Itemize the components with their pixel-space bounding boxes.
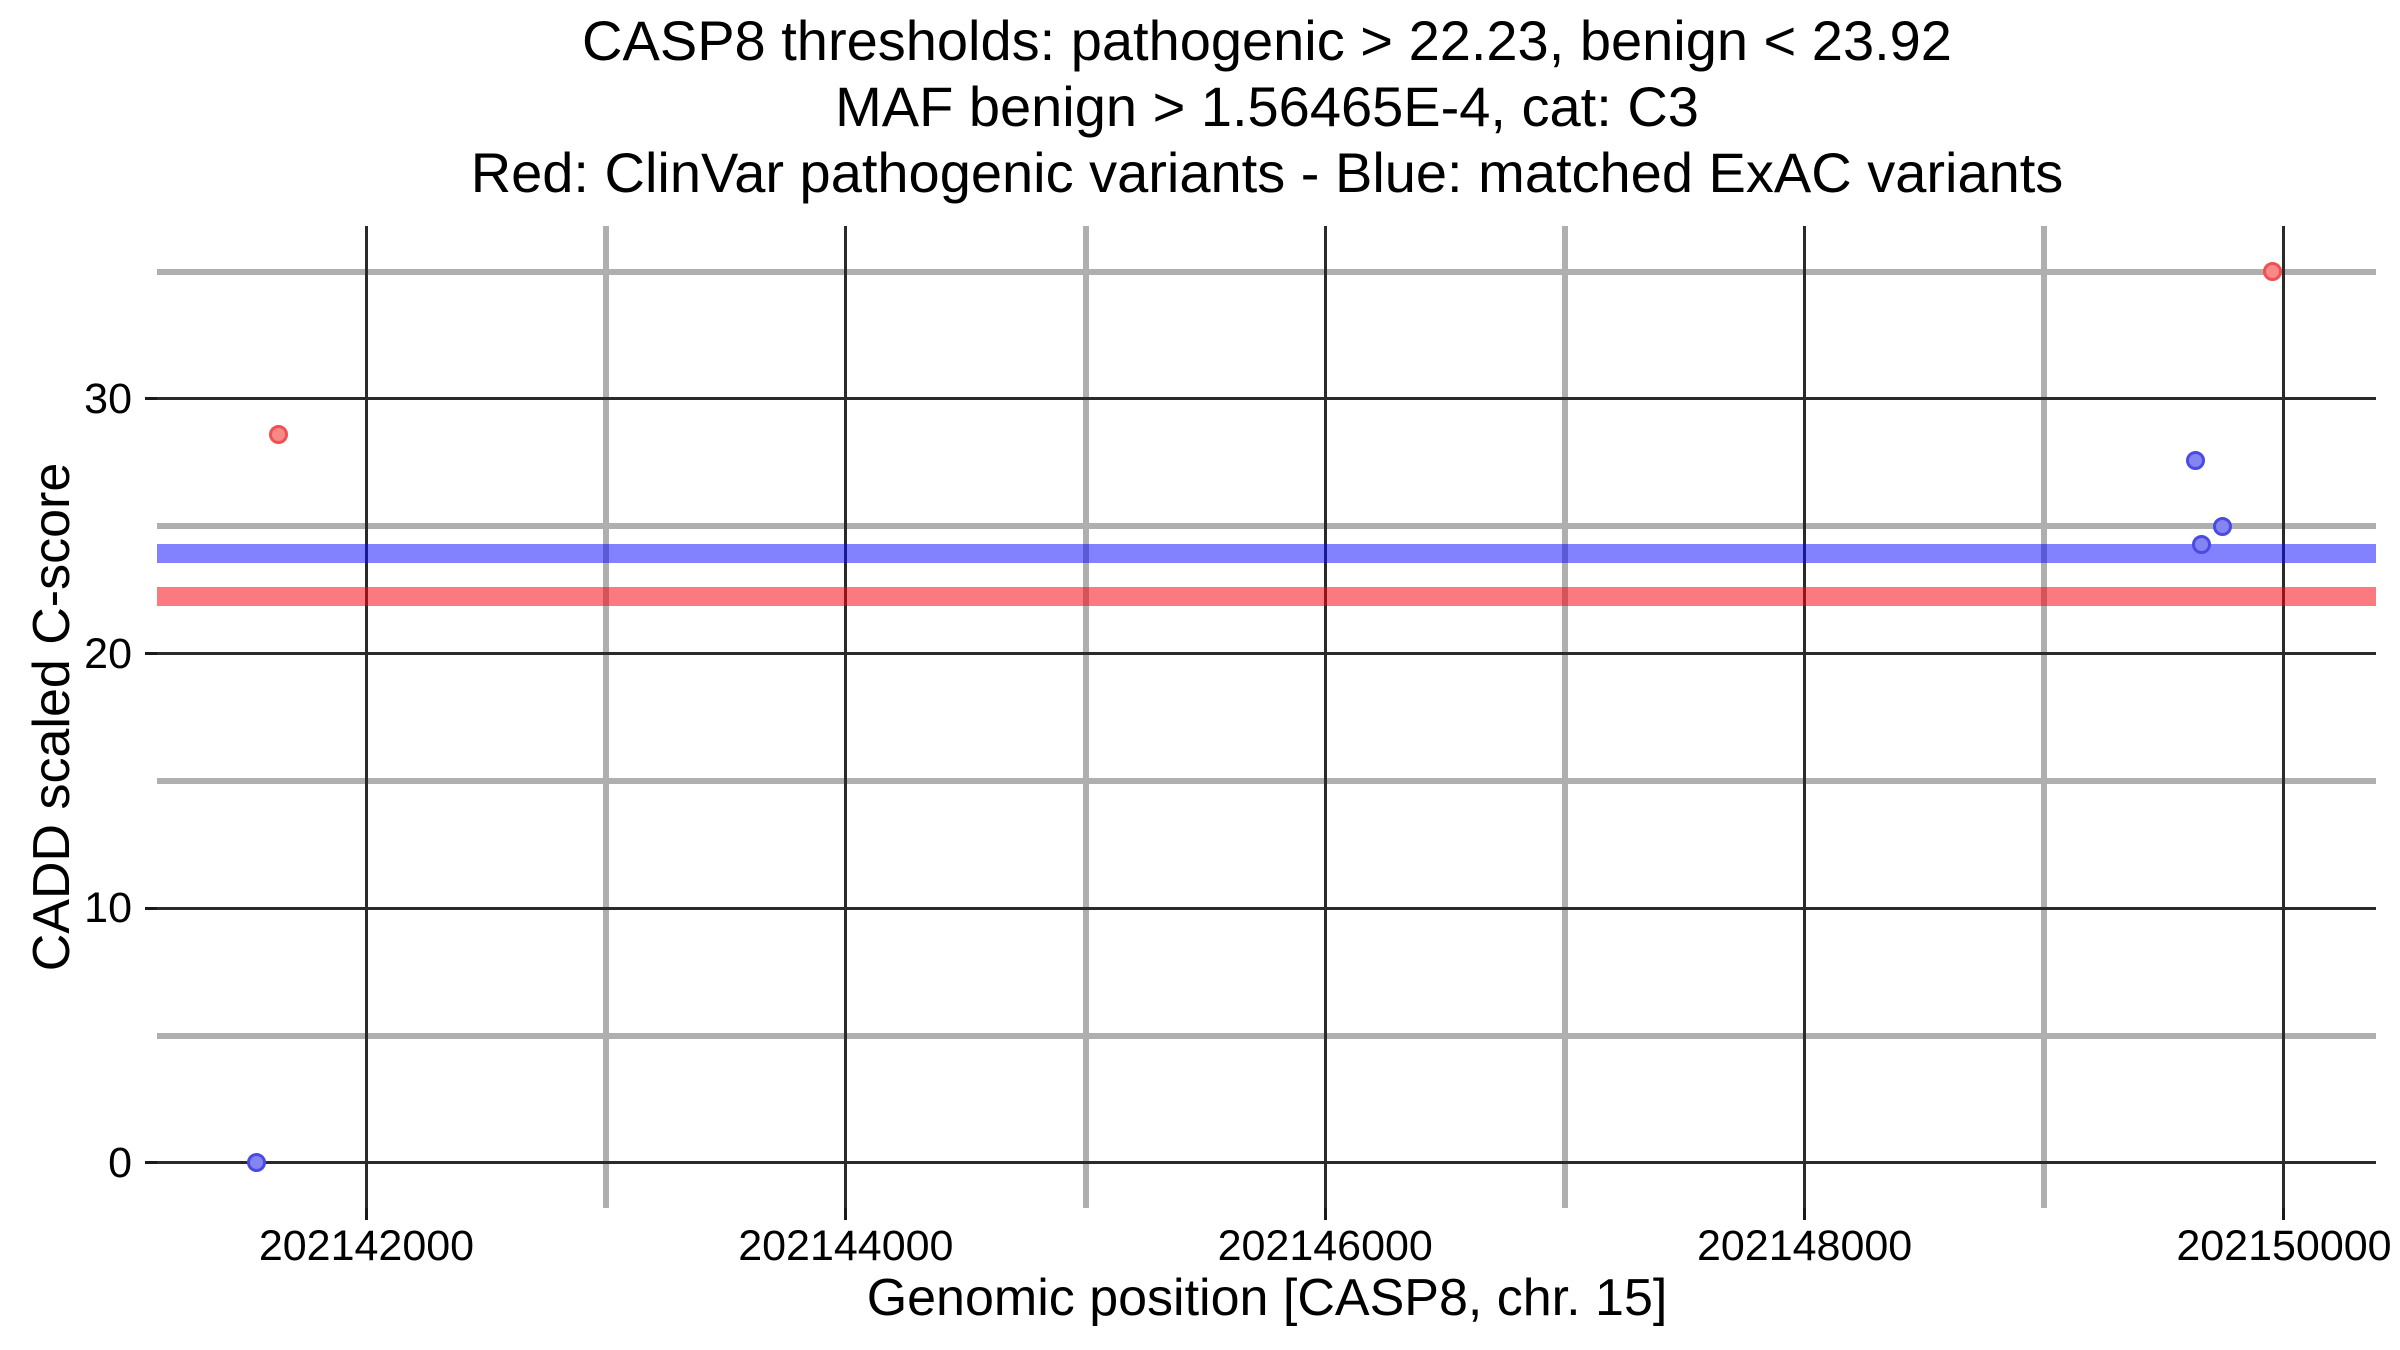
x-axis-tick-label: 202150000 — [2176, 1222, 2392, 1270]
gridline-minor-vertical — [2041, 226, 2048, 1208]
x-axis-tick — [1803, 1208, 1807, 1220]
data-point-red — [2263, 262, 2283, 282]
y-axis-tick-label: 10 — [84, 884, 132, 933]
gridline-minor-horizontal — [157, 1032, 2376, 1039]
gridline-major-vertical — [844, 226, 848, 1208]
plot-panel — [157, 226, 2376, 1208]
gridline-major-horizontal — [157, 1161, 2376, 1165]
y-axis-tick-label: 20 — [84, 629, 132, 678]
plot-title-line-3: Red: ClinVar pathogenic variants - Blue:… — [470, 141, 2064, 204]
x-axis-tick-label: 202144000 — [738, 1222, 954, 1270]
x-axis-tick — [364, 1208, 368, 1220]
gridline-major-vertical — [2282, 226, 2286, 1208]
data-point-blue — [2191, 534, 2211, 554]
pathogenic-threshold-band — [157, 587, 2376, 607]
x-axis-tick-label: 202146000 — [1217, 1222, 1433, 1270]
gridline-major-horizontal — [157, 652, 2376, 656]
gridline-minor-vertical — [1561, 226, 1568, 1208]
gridline-major-vertical — [1323, 226, 1327, 1208]
x-axis-tick — [1323, 1208, 1327, 1220]
x-axis-tick — [2282, 1208, 2286, 1220]
benign-threshold-band — [157, 544, 2376, 564]
gridline-major-vertical — [1803, 226, 1807, 1208]
y-axis-tick — [145, 906, 157, 910]
y-axis-tick — [145, 1161, 157, 1165]
gridline-major-horizontal — [157, 906, 2376, 910]
x-axis-title: Genomic position [CASP8, chr. 15] — [866, 1269, 1668, 1327]
x-axis-tick-label: 202148000 — [1696, 1222, 1913, 1270]
gridline-minor-horizontal — [157, 523, 2376, 530]
y-axis-title: CADD scaled C-score — [23, 462, 81, 972]
gridline-minor-vertical — [603, 226, 610, 1208]
gridline-minor-horizontal — [157, 777, 2376, 784]
y-axis-tick — [145, 397, 157, 401]
gridline-major-vertical — [364, 226, 368, 1208]
x-axis-tick — [844, 1208, 848, 1220]
data-point-red — [268, 425, 288, 445]
y-axis-tick — [145, 652, 157, 656]
y-axis-tick-label: 0 — [108, 1138, 132, 1187]
y-axis-tick-label: 30 — [84, 374, 132, 423]
x-axis-tick-label: 202142000 — [258, 1222, 475, 1270]
plot-title-line-2: MAF benign > 1.56465E-4, cat: C3 — [835, 75, 1699, 138]
data-point-blue — [2186, 450, 2206, 470]
data-point-blue — [2212, 516, 2232, 536]
plot-title-line-1: CASP8 thresholds: pathogenic > 22.23, be… — [582, 9, 1952, 72]
gridline-minor-horizontal — [157, 268, 2376, 275]
data-point-blue — [247, 1153, 267, 1173]
gridline-minor-vertical — [1082, 226, 1089, 1208]
gridline-major-horizontal — [157, 397, 2376, 401]
